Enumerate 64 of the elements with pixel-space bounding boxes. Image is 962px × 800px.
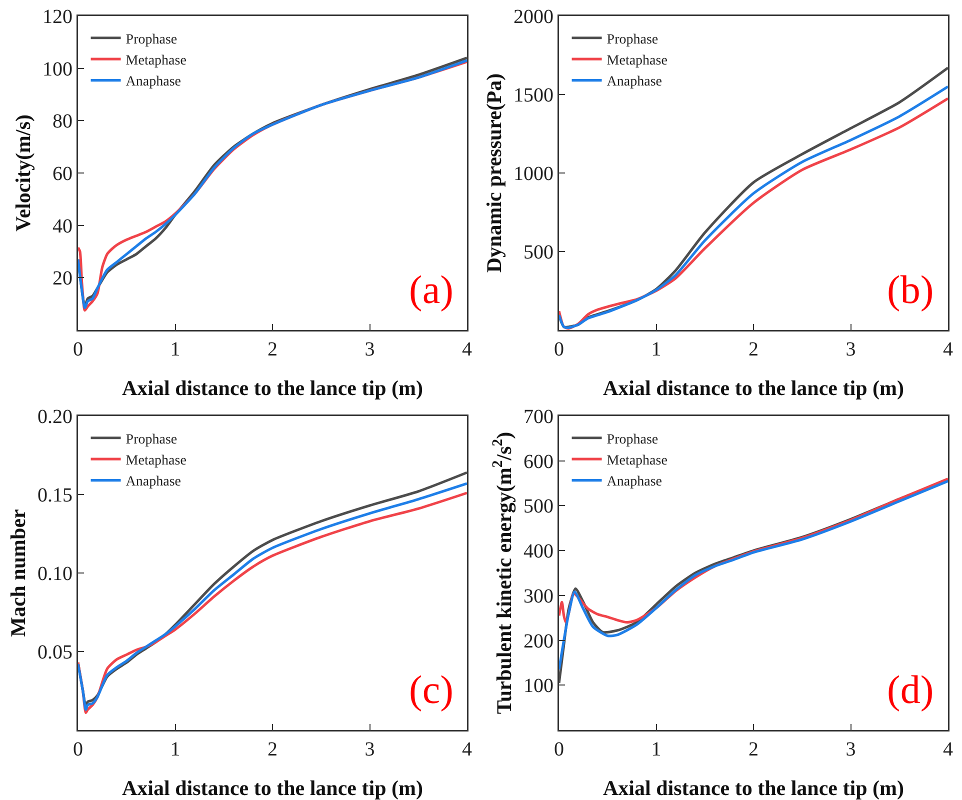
y-tick-label: 400	[524, 540, 554, 563]
x-axis-title: Axial distance to the lance tip (m)	[122, 776, 423, 800]
x-tick-label: 3	[364, 738, 375, 760]
y-axis-title: Velocity(m/s)	[10, 114, 35, 232]
y-tick-label: 500	[524, 242, 554, 264]
legend-label: Anaphase	[126, 474, 181, 490]
annotation: (a)	[409, 267, 454, 312]
legend-label: Anaphase	[606, 474, 662, 490]
x-tick-label: 2	[268, 738, 278, 760]
legend-label: Prophase	[126, 32, 178, 48]
y-tick-label: 500	[524, 496, 554, 518]
x-tick-label: 3	[364, 338, 375, 360]
x-tick-label: 1	[170, 338, 180, 360]
y-tick-label: 0.20	[38, 406, 72, 428]
y-tick-label: 40	[52, 215, 72, 238]
y-tick-label: 1500	[514, 84, 554, 106]
x-tick-label: 0	[554, 738, 564, 760]
x-tick-label: 2	[748, 738, 758, 760]
y-tick-label: 0.10	[38, 563, 72, 585]
annotation: (b)	[887, 267, 934, 312]
x-tick-label: 4	[462, 338, 472, 360]
x-tick-label: 3	[846, 738, 856, 760]
x-tick-label: 4	[943, 738, 953, 760]
x-tick-label: 1	[651, 338, 662, 360]
y-axis-title: Mach number	[6, 509, 30, 637]
legend-label: Prophase	[606, 32, 658, 48]
x-tick-label: 0	[73, 338, 83, 360]
legend-label: Metaphase	[126, 54, 186, 69]
x-axis-title: Axial distance to the lance tip (m)	[603, 776, 904, 800]
y-tick-label: 20	[52, 268, 72, 290]
y-tick-label: 700	[524, 406, 554, 428]
legend-label: Metaphase	[606, 454, 668, 469]
x-axis-title: Axial distance to the lance tip (m)	[122, 376, 423, 400]
y-tick-label: 2000	[514, 6, 554, 28]
x-tick-label: 3	[846, 338, 856, 360]
annotation: (c)	[409, 667, 454, 712]
y-tick-label: 0.05	[38, 642, 72, 664]
y-tick-label: 120	[42, 6, 72, 28]
y-tick-label: 200	[524, 630, 554, 652]
y-tick-label: 0.15	[38, 484, 72, 506]
y-tick-label: 60	[52, 163, 72, 185]
legend-label: Metaphase	[126, 454, 186, 469]
y-tick-label: 600	[524, 450, 554, 473]
x-tick-label: 2	[748, 338, 758, 360]
legend-label: Prophase	[126, 432, 178, 448]
x-tick-label: 0	[554, 338, 564, 360]
y-tick-label: 100	[524, 675, 554, 698]
y-tick-label: 100	[42, 58, 72, 80]
x-tick-label: 2	[268, 338, 278, 360]
x-tick-label: 1	[170, 738, 180, 760]
annotation: (d)	[887, 667, 934, 712]
x-axis-title: Axial distance to the lance tip (m)	[603, 376, 904, 400]
legend-label: Anaphase	[126, 74, 181, 90]
x-tick-label: 0	[73, 738, 83, 760]
y-tick-label: 300	[524, 585, 554, 608]
y-tick-label: 1000	[514, 163, 554, 185]
legend-label: Prophase	[606, 432, 658, 448]
x-tick-label: 1	[651, 738, 662, 760]
y-tick-label: 80	[52, 110, 72, 133]
legend-label: Metaphase	[606, 54, 668, 69]
x-tick-label: 4	[943, 338, 953, 360]
y-axis-title: Dynamic pressure(Pa)	[482, 73, 506, 273]
x-tick-label: 4	[462, 738, 472, 760]
legend-label: Anaphase	[606, 74, 662, 90]
